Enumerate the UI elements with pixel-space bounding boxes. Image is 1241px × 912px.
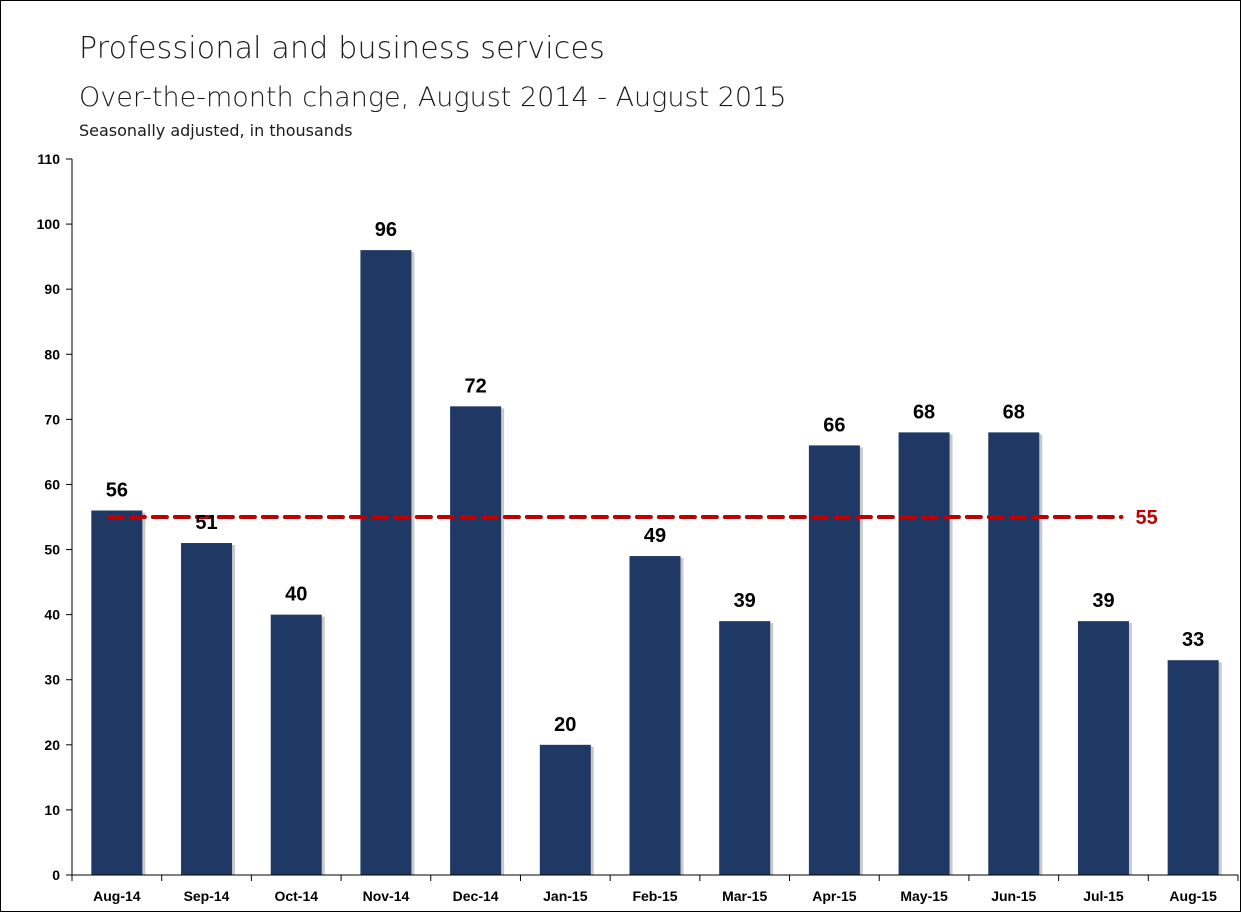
- y-tick-label: 110: [37, 151, 60, 167]
- bar-apr-15: [808, 445, 860, 875]
- x-tick-label: Mar-15: [722, 888, 767, 904]
- y-tick-label: 30: [44, 672, 60, 688]
- x-tick-label: Nov-14: [363, 888, 410, 904]
- y-tick-label: 70: [44, 411, 60, 427]
- x-tick-label: May-15: [900, 888, 948, 904]
- data-label: 68: [1003, 401, 1025, 423]
- bar-dec-14: [450, 406, 502, 875]
- data-label: 51: [195, 512, 217, 534]
- y-tick-label: 80: [44, 346, 60, 362]
- x-tick-label: Dec-14: [453, 888, 499, 904]
- x-tick-label: Jan-15: [543, 888, 588, 904]
- x-tick-label: Sep-14: [184, 888, 230, 904]
- y-tick-label: 10: [44, 802, 60, 818]
- average-reference-label: 55: [1135, 507, 1157, 529]
- data-label: 96: [375, 219, 397, 241]
- x-tick-label: Apr-15: [812, 888, 857, 904]
- x-tick-label: Feb-15: [632, 888, 677, 904]
- bar-sep-14: [181, 543, 233, 875]
- average-line-layer: 55: [106, 507, 1158, 529]
- y-tick-label: 40: [44, 607, 60, 623]
- bars-layer: [91, 250, 1222, 876]
- data-label: 68: [913, 401, 935, 423]
- axes-layer: 0 10 20 30 40 50 60 70 80 90 100 110 Aug-14 Sep-14 Oct…: [37, 151, 1239, 904]
- bar-may-15: [898, 432, 950, 875]
- y-tick-label: 90: [44, 281, 60, 297]
- y-tick-label: 0: [52, 867, 60, 883]
- data-label: 49: [644, 525, 666, 547]
- data-label: 39: [1092, 590, 1114, 612]
- y-tick-label: 60: [44, 476, 60, 492]
- bar-jul-15: [1077, 621, 1129, 875]
- y-tick-label: 50: [44, 542, 60, 558]
- y-tick-label: 100: [37, 216, 61, 232]
- data-label: 33: [1182, 629, 1204, 651]
- bar-nov-14: [360, 250, 412, 876]
- x-tick-label: Jul-15: [1083, 888, 1124, 904]
- x-tick-label: Aug-15: [1169, 888, 1217, 904]
- data-label: 39: [734, 590, 756, 612]
- chart-subtitle: Over-the-month change, August 2014 - Aug…: [79, 82, 787, 113]
- data-label: 66: [823, 414, 845, 436]
- bar-oct-14: [270, 614, 322, 875]
- y-tick-label: 20: [44, 737, 60, 753]
- x-tick-label: Aug-14: [93, 888, 141, 904]
- data-label: 72: [464, 375, 486, 397]
- x-tick-label: Oct-14: [274, 888, 318, 904]
- bar-jun-15: [988, 432, 1040, 875]
- x-tick-label: Jun-15: [991, 888, 1036, 904]
- data-label: 20: [554, 714, 576, 736]
- bar-jan-15: [539, 744, 591, 875]
- chart-units-note: Seasonally adjusted, in thousands: [79, 121, 353, 140]
- data-label: 40: [285, 584, 307, 606]
- labels-layer: 56 51 40 96 72 20 49 39 66 68 68 39 33: [106, 219, 1205, 736]
- chart-title: Professional and business services: [79, 31, 605, 66]
- bar-feb-15: [629, 556, 681, 875]
- bar-aug-14: [91, 510, 143, 875]
- bar-mar-15: [719, 621, 771, 875]
- bar-aug-15: [1167, 660, 1219, 875]
- data-label: 56: [106, 479, 128, 501]
